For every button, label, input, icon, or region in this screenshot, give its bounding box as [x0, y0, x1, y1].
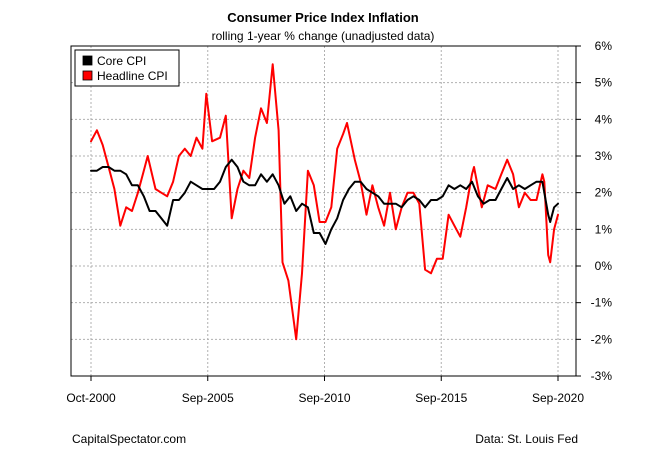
footer-source-left: CapitalSpectator.com	[72, 432, 186, 446]
x-tick-label: Sep-2005	[182, 391, 234, 405]
y-tick-label: 4%	[595, 112, 613, 126]
series-lines	[90, 63, 559, 341]
y-tick-label: 5%	[595, 76, 613, 90]
y-tick-label: -2%	[591, 332, 613, 346]
chart-title: Consumer Price Index Inflation	[227, 10, 418, 25]
x-tick-label: Oct-2000	[66, 391, 116, 405]
y-tick-label: 3%	[595, 149, 613, 163]
y-tick-label: -3%	[591, 369, 613, 383]
y-tick-label: 1%	[595, 222, 613, 236]
y-tick-label: 0%	[595, 259, 613, 273]
x-tick-label: Sep-2010	[298, 391, 350, 405]
y-tick-label: 2%	[595, 186, 613, 200]
x-tick-label: Sep-2020	[532, 391, 584, 405]
legend-label-core-cpi: Core CPI	[97, 54, 146, 68]
series-line-core-cpi	[90, 158, 559, 245]
chart-legend: Core CPI Headline CPI	[74, 49, 180, 87]
series-line-headline-cpi	[90, 63, 559, 341]
chart-subtitle: rolling 1-year % change (unadjusted data…	[212, 29, 435, 43]
y-axis: -3% -2% -1% 0% 1% 2% 3% 4% 5% 6%	[576, 39, 612, 383]
grid-lines	[71, 45, 576, 377]
y-tick-label: -1%	[591, 296, 613, 310]
legend-swatch-core-cpi	[82, 55, 93, 66]
x-tick-label: Sep-2015	[415, 391, 467, 405]
legend-label-headline-cpi: Headline CPI	[97, 69, 168, 83]
x-axis: Oct-2000 Sep-2005 Sep-2010 Sep-2015 Sep-2020	[66, 376, 584, 405]
plot-frame	[70, 45, 577, 377]
footer-source-right: Data: St. Louis Fed	[475, 432, 578, 446]
y-tick-label: 6%	[595, 39, 613, 53]
legend-swatch-headline-cpi	[82, 70, 93, 81]
